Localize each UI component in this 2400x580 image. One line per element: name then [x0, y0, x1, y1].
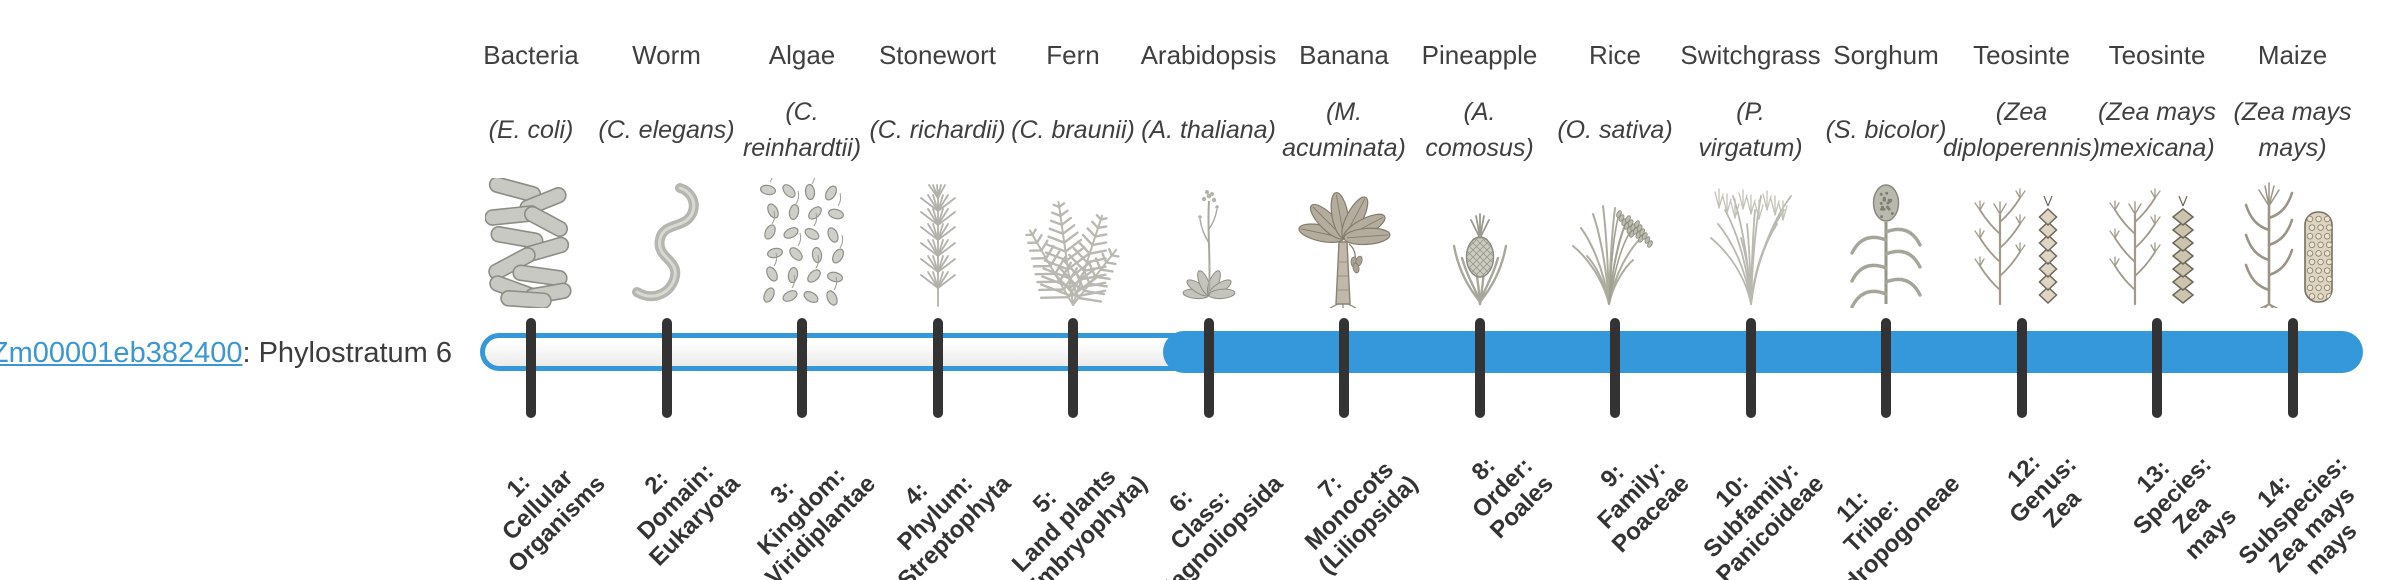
- timeline-tick: [1339, 318, 1349, 418]
- organism-common-name: Rice: [1588, 40, 1641, 70]
- timeline-tick: [1881, 318, 1891, 418]
- organism-common-name: Algae: [768, 40, 836, 70]
- organism-latin-name: (A. comosus): [1425, 98, 1534, 162]
- organism-column: Maize (Zea mays mays) 14: Subspecies: Ze…: [2225, 0, 2362, 580]
- organism-latin-name: (C. braunii): [1011, 116, 1135, 144]
- organism-common-name: Maize: [2257, 40, 2328, 70]
- organism-column: Algae (C. reinhardtii) 3: Kingdom: Virid…: [734, 0, 881, 580]
- organism-column: Switchgrass (P. virgatum) 10: Subfamily:…: [1680, 0, 1829, 580]
- organism-column: Bacteria (E. coli) 1: Cellular Organisms: [463, 0, 610, 580]
- organism-column: Stonewort (C. richardii) 4: Phylum: Stre…: [869, 0, 1016, 580]
- organism-column: Teosinte (Zea diploperennis) 12: Genus: …: [1943, 0, 2100, 580]
- organism-column: Rice (O. sativa) 9: Family: Poaceae: [1547, 0, 1694, 580]
- stratum-label: 12: Genus: Zea: [2002, 448, 2087, 534]
- organism-latin-name: (P. virgatum): [1698, 98, 1803, 162]
- organism-column: Teosinte (Zea mays mexicana) 13: Species…: [2089, 0, 2242, 580]
- organism-common-name: Sorghum: [1833, 40, 1939, 70]
- organism-column: Banana (M. acuminata) 7: Monocots (Lilio…: [1276, 0, 1423, 580]
- organism-latin-name: (C. richardii): [869, 116, 1006, 144]
- worm-icon: [625, 172, 709, 308]
- timeline-tick: [2287, 318, 2298, 418]
- organism-common-name: Worm: [632, 40, 701, 70]
- organism-latin-name: (O. sativa): [1557, 116, 1673, 144]
- stratum-label: 2: Domain: Eukaryota: [632, 458, 746, 572]
- organism-common-name: Teosinte: [1973, 40, 2070, 70]
- organism-latin-name: (M. acuminata): [1282, 98, 1406, 162]
- timeline-tick: [1474, 318, 1485, 418]
- bacteria-icon: [485, 172, 577, 308]
- arabidopsis-icon: [1179, 172, 1239, 308]
- organism-column: Sorghum (S. bicolor) 11: Tribe: Andropog…: [1816, 0, 1965, 580]
- organism-column: Worm (C. elegans) 2: Domain: Eukaryota: [598, 0, 745, 580]
- organism-common-name: Stonewort: [878, 40, 997, 70]
- teosinte-mexicana-icon: [2105, 172, 2209, 308]
- banana-icon: [1294, 172, 1394, 308]
- timeline-tick: [2152, 318, 2162, 418]
- organism-common-name: Pineapple: [1421, 40, 1538, 70]
- organism-common-name: Switchgrass: [1680, 40, 1821, 70]
- organism-common-name: Bacteria: [483, 40, 579, 70]
- organism-common-name: Arabidopsis: [1140, 40, 1277, 70]
- timeline-tick: [1068, 318, 1078, 418]
- fern-icon: [1021, 172, 1125, 308]
- pineapple-icon: [1449, 172, 1511, 308]
- organism-latin-name: (Zea diploperennis): [1942, 98, 2101, 162]
- organism-latin-name: (S. bicolor): [1825, 116, 1947, 144]
- stratum-label: 3: Kingdom: Viridiplantae: [752, 462, 882, 580]
- stratum-label: 8: Order: Poales: [1466, 451, 1559, 544]
- organism-column: Fern (C. braunii) 5: Land plants (Embryo…: [1005, 0, 1153, 580]
- algae-icon: [754, 172, 850, 308]
- stratum-label: 14: Subspecies: Zea mays mays: [2233, 451, 2363, 580]
- timeline-tick: [1745, 318, 1756, 418]
- timeline-tick: [797, 318, 807, 418]
- gene-phylostratum-text: : Phylostratum 6: [242, 337, 452, 369]
- gene-label: Zm00001eb382400: Phylostratum 6: [0, 337, 452, 369]
- maize-icon: [2241, 172, 2345, 308]
- timeline-tick: [1610, 318, 1620, 418]
- timeline-tick: [932, 318, 943, 418]
- timeline-tick: [2016, 318, 2027, 418]
- organism-latin-name: (C. reinhardtii): [742, 98, 862, 162]
- stonewort-icon: [908, 172, 968, 308]
- timeline-tick: [1203, 318, 1214, 418]
- organism-column: Pineapple (A. comosus) 8: Order: Poales: [1412, 0, 1559, 580]
- organism-latin-name: (C. elegans): [598, 116, 735, 144]
- stratum-label: 1: Cellular Organisms: [496, 464, 611, 578]
- rice-icon: [1567, 172, 1663, 308]
- organism-latin-name: (A. thaliana): [1141, 116, 1276, 144]
- stratum-label: 7: Monocots (Liliopsida): [1299, 456, 1424, 580]
- organism-columns: Bacteria (E. coli) 1: Cellular Organisms…: [463, 0, 2362, 580]
- timeline-tick: [661, 318, 672, 418]
- organism-column: Arabidopsis (A. thaliana) 6: Class: Magn…: [1141, 0, 1288, 580]
- teosinte-diploperennis-icon: [1970, 172, 2074, 308]
- switchgrass-icon: [1703, 172, 1799, 308]
- timeline-filled-segment: [1163, 331, 2363, 373]
- organism-common-name: Teosinte: [2108, 40, 2206, 70]
- organism-latin-name: (Zea mays mays): [2233, 98, 2352, 162]
- organism-common-name: Fern: [1046, 40, 1100, 70]
- gene-link[interactable]: Zm00001eb382400: [0, 337, 243, 369]
- organism-latin-name: (E. coli): [488, 116, 574, 144]
- stratum-label: 9: Family: Poaceae: [1591, 455, 1695, 559]
- timeline-tick: [526, 318, 536, 418]
- organism-common-name: Banana: [1299, 40, 1389, 70]
- sorghum-icon: [1844, 172, 1928, 308]
- organism-latin-name: (Zea mays mexicana): [2097, 98, 2217, 162]
